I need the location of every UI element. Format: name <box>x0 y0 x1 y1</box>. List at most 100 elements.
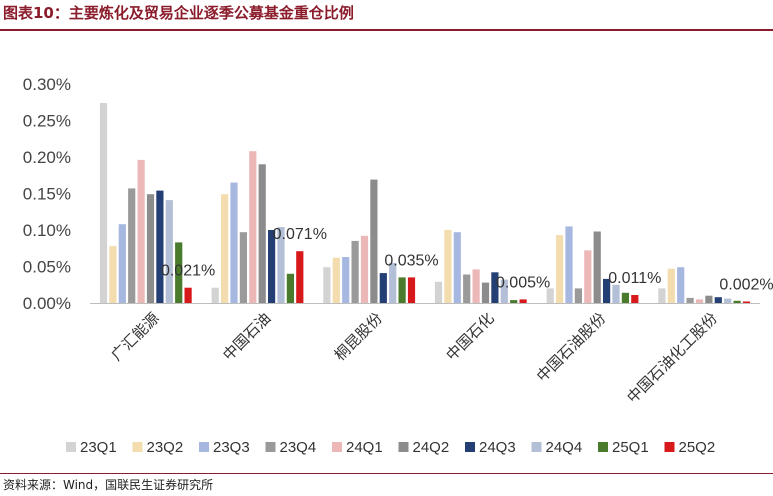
bar-23q1-5 <box>658 288 666 303</box>
bar-24q3-3 <box>491 272 499 303</box>
legend-label: 23Q1 <box>80 439 117 456</box>
category-label: 中国石油 <box>219 309 274 364</box>
category-label: 广汇能源 <box>107 309 162 364</box>
legend-swatch <box>531 442 542 452</box>
legend-label: 24Q1 <box>346 439 383 456</box>
bar-23q2-5 <box>667 268 675 303</box>
data-label-25q2: 0.005% <box>496 274 550 291</box>
bar-25q2-3 <box>519 299 527 303</box>
legend-label: 23Q2 <box>147 439 184 456</box>
bar-23q1-3 <box>434 281 443 303</box>
bar-23q3-5 <box>677 267 685 303</box>
bar-25q1-3 <box>510 300 518 303</box>
bar-23q2-2 <box>332 257 340 303</box>
y-tick-label: 0.10% <box>23 221 71 240</box>
bar-24q2-5 <box>705 295 713 303</box>
bar-24q4-0 <box>165 200 173 303</box>
bar-25q2-2 <box>407 277 416 303</box>
bar-24q3-2 <box>379 273 387 303</box>
bar-25q2-0 <box>184 287 192 303</box>
bar-25q2-5 <box>742 301 751 303</box>
legend-label: 24Q2 <box>413 439 450 456</box>
bar-23q4-4 <box>574 288 582 303</box>
bar-23q4-3 <box>463 274 471 303</box>
bar-chart: 0.00% 0.05% 0.10% 0.15% 0.20% 0.25% 0.30% 0.02… <box>23 75 773 456</box>
bar-24q2-0 <box>146 194 155 303</box>
title-divider <box>0 29 773 31</box>
bar-marks <box>99 103 751 304</box>
data-label-25q2: 0.071% <box>273 226 327 243</box>
legend-label: 23Q3 <box>213 439 250 456</box>
legend-label: 25Q2 <box>679 439 716 456</box>
bar-24q1-5 <box>695 299 704 303</box>
bar-24q1-0 <box>137 159 145 303</box>
bar-23q2-4 <box>556 235 564 303</box>
source-divider <box>0 473 773 474</box>
bar-25q1-2 <box>398 277 406 303</box>
data-label-25q2: 0.002% <box>719 277 773 294</box>
bar-25q1-4 <box>621 292 629 303</box>
legend-swatch <box>265 442 276 452</box>
bar-24q4-3 <box>500 279 508 303</box>
bar-24q1-1 <box>249 151 257 303</box>
bar-24q4-4 <box>612 284 620 304</box>
bar-25q2-1 <box>296 251 304 303</box>
bar-24q1-2 <box>360 235 369 303</box>
y-tick-label: 0.15% <box>23 185 71 204</box>
legend-label: 24Q4 <box>546 439 583 456</box>
bar-24q1-4 <box>584 250 592 303</box>
legend-swatch <box>132 442 143 452</box>
legend-swatch <box>66 442 76 452</box>
legend-swatch <box>199 442 209 452</box>
bar-23q3-0 <box>118 224 126 303</box>
bar-23q2-1 <box>221 194 229 303</box>
bar-23q4-1 <box>239 232 247 303</box>
y-tick-label: 0.20% <box>23 148 71 167</box>
bar-23q1-2 <box>323 267 331 303</box>
y-tick-label: 0.05% <box>23 258 71 277</box>
bar-25q1-0 <box>175 242 183 303</box>
bar-24q2-1 <box>258 164 266 303</box>
bar-23q1-0 <box>99 103 108 303</box>
category-label: 中国石油化工股份 <box>623 309 721 407</box>
bar-23q3-4 <box>565 226 573 303</box>
bar-23q3-3 <box>453 232 461 303</box>
data-label-25q2: 0.035% <box>384 252 438 269</box>
data-label-25q2: 0.021% <box>161 263 215 280</box>
legend-swatch <box>398 442 409 452</box>
legend-swatch <box>664 442 675 452</box>
y-tick-label: 0.25% <box>23 112 71 131</box>
bar-24q3-5 <box>714 297 722 303</box>
bar-24q4-2 <box>389 262 397 303</box>
bar-23q2-0 <box>109 246 117 303</box>
bar-23q4-5 <box>686 297 694 303</box>
data-label-25q2: 0.011% <box>608 270 661 287</box>
legend-swatch <box>465 442 475 452</box>
legend-label: 25Q1 <box>612 439 649 456</box>
bar-24q3-4 <box>603 278 611 303</box>
bar-23q3-2 <box>342 257 350 303</box>
bar-24q3-0 <box>156 190 164 303</box>
bar-23q4-0 <box>128 188 136 303</box>
bar-23q1-4 <box>546 288 554 303</box>
bar-25q1-1 <box>286 273 294 303</box>
bar-24q4-1 <box>277 227 285 303</box>
legend-label: 23Q4 <box>280 439 317 456</box>
bar-23q3-1 <box>230 182 238 303</box>
legend-label: 24Q3 <box>479 439 516 456</box>
bar-24q2-3 <box>481 282 490 303</box>
y-tick-label: 0.30% <box>23 75 71 94</box>
bar-24q1-3 <box>472 269 480 303</box>
data-labels: 0.021% 0.071% 0.035% 0.005% 0.011% 0.002% <box>161 226 773 293</box>
bar-24q2-2 <box>370 179 378 303</box>
source-note: 资料来源：Wind，国联民生证券研究所 <box>3 478 214 492</box>
category-label: 桐昆股份 <box>331 309 386 364</box>
bar-23q1-1 <box>211 287 219 303</box>
bar-25q2-4 <box>631 295 639 303</box>
chart-title: 图表10：主要炼化及贸易企业逐季公募基金重仓比例 <box>3 4 354 22</box>
y-tick-label: 0.00% <box>23 294 71 313</box>
category-label: 中国石化 <box>442 309 497 364</box>
category-labels: 广汇能源 中国石油 桐昆股份 中国石化 中国石油股份 中国石油化工股份 <box>107 309 720 407</box>
y-axis-ticks: 0.00% 0.05% 0.10% 0.15% 0.20% 0.25% 0.30% <box>23 75 71 313</box>
legend: 23Q1 23Q2 23Q3 23Q4 24Q1 24Q2 24Q3 24Q4 25Q1 25Q2 <box>66 439 715 456</box>
